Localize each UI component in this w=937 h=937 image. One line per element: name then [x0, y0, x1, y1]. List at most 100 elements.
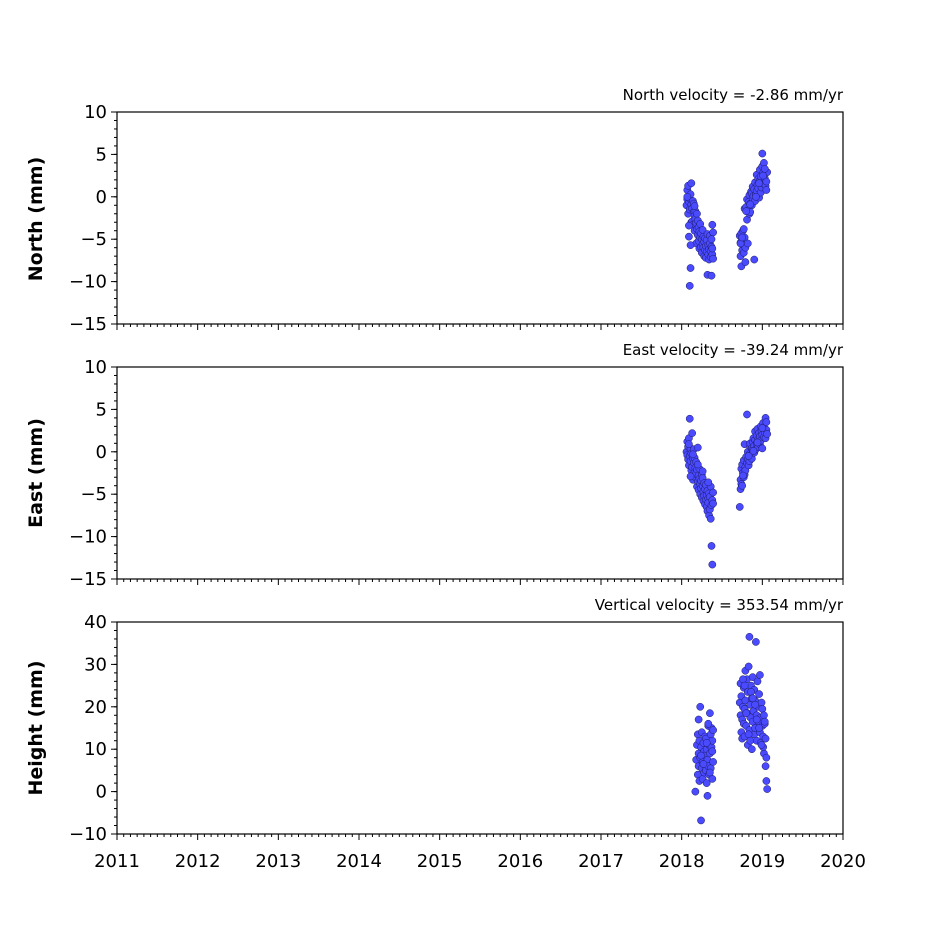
- data-point: [709, 499, 717, 508]
- data-point: [687, 179, 696, 188]
- y-tick-label: 0: [96, 782, 107, 803]
- y-tick-label: −10: [69, 824, 107, 845]
- data-point: [694, 715, 703, 724]
- data-point: [755, 179, 763, 188]
- data-point: [747, 688, 755, 696]
- data-point: [699, 760, 708, 768]
- data-point: [762, 777, 771, 785]
- data-point: [686, 241, 695, 249]
- data-point: [761, 762, 770, 771]
- data-point: [739, 471, 747, 480]
- data-point: [691, 787, 700, 796]
- data-point: [708, 747, 717, 756]
- data-point: [708, 560, 717, 569]
- data-point: [750, 255, 759, 264]
- data-point: [760, 164, 769, 173]
- data-point: [690, 202, 699, 210]
- data-point: [748, 745, 756, 754]
- data-point: [683, 192, 692, 201]
- data-point: [697, 751, 705, 760]
- data-point: [706, 514, 715, 523]
- data-point: [685, 440, 693, 449]
- data-point: [708, 244, 717, 253]
- x-tick-label: 2019: [739, 851, 785, 872]
- east-plot-frame: [116, 366, 844, 580]
- data-point: [738, 481, 747, 490]
- data-point: [746, 200, 755, 209]
- data-point: [685, 281, 694, 290]
- data-point: [743, 239, 752, 248]
- data-point: [759, 171, 767, 180]
- data-point: [743, 410, 751, 419]
- data-point: [758, 149, 767, 158]
- east-velocity-annotation: East velocity = -39.24 mm/yr: [623, 341, 844, 359]
- y-tick-label: 40: [84, 612, 107, 633]
- data-point: [758, 424, 767, 432]
- data-point: [761, 734, 770, 743]
- data-point: [697, 816, 705, 825]
- data-point: [739, 675, 747, 684]
- data-point: [755, 690, 763, 698]
- data-point: [693, 460, 702, 469]
- north-plot-frame: [116, 111, 844, 325]
- north-xticks: [116, 324, 844, 330]
- height-points: [691, 632, 772, 825]
- data-point: [696, 702, 705, 711]
- height-xticks: [116, 834, 844, 840]
- data-point: [762, 186, 771, 194]
- data-point: [685, 414, 694, 423]
- data-point: [744, 452, 753, 460]
- data-point: [739, 225, 748, 233]
- y-tick-label: 0: [96, 187, 107, 208]
- data-point: [706, 768, 714, 777]
- data-point: [707, 271, 716, 280]
- data-point: [742, 709, 751, 718]
- data-point: [763, 430, 772, 438]
- data-point: [693, 443, 702, 452]
- data-point: [762, 177, 771, 186]
- data-point: [738, 233, 747, 242]
- data-point: [762, 753, 771, 762]
- north-ylabel: North (mm): [25, 157, 47, 282]
- y-tick-label: 5: [96, 399, 107, 420]
- y-tick-label: 10: [84, 739, 107, 760]
- data-point: [708, 220, 717, 229]
- data-point: [704, 478, 713, 487]
- x-tick-label: 2014: [336, 851, 382, 872]
- data-point: [702, 779, 711, 787]
- height-yticks: 40 30 20 10 0 −10: [69, 612, 117, 845]
- data-point: [753, 438, 762, 447]
- north-panel: North velocity = -2.86 mm/yr North (mm) …: [25, 86, 844, 335]
- data-point: [745, 632, 754, 641]
- data-point: [744, 730, 753, 739]
- data-point: [748, 673, 757, 681]
- y-tick-label: 0: [96, 442, 107, 463]
- data-point: [744, 662, 753, 671]
- data-point: [693, 209, 701, 218]
- data-point: [709, 488, 717, 497]
- data-point: [752, 192, 760, 201]
- y-tick-label: −15: [69, 314, 107, 335]
- east-xticks: [116, 579, 844, 585]
- data-point: [709, 758, 717, 766]
- y-tick-label: −10: [69, 272, 107, 293]
- data-point: [757, 698, 766, 707]
- y-tick-label: 5: [96, 144, 107, 165]
- data-point: [763, 785, 772, 793]
- height-ylabel: Height (mm): [25, 660, 47, 795]
- data-point: [686, 264, 695, 272]
- data-point: [707, 235, 716, 244]
- north-velocity-annotation: North velocity = -2.86 mm/yr: [623, 86, 844, 104]
- data-point: [685, 221, 693, 230]
- data-point: [746, 736, 755, 745]
- y-tick-label: −15: [69, 569, 107, 590]
- data-point: [706, 709, 714, 718]
- data-point: [709, 254, 717, 263]
- data-point: [740, 681, 749, 690]
- east-panel: East velocity = -39.24 mm/yr East (mm) 1…: [25, 341, 844, 590]
- data-point: [702, 738, 711, 747]
- x-tick-label: 2020: [820, 851, 866, 872]
- data-point: [698, 467, 707, 476]
- data-point: [758, 444, 767, 453]
- x-tick-label: 2017: [578, 851, 624, 872]
